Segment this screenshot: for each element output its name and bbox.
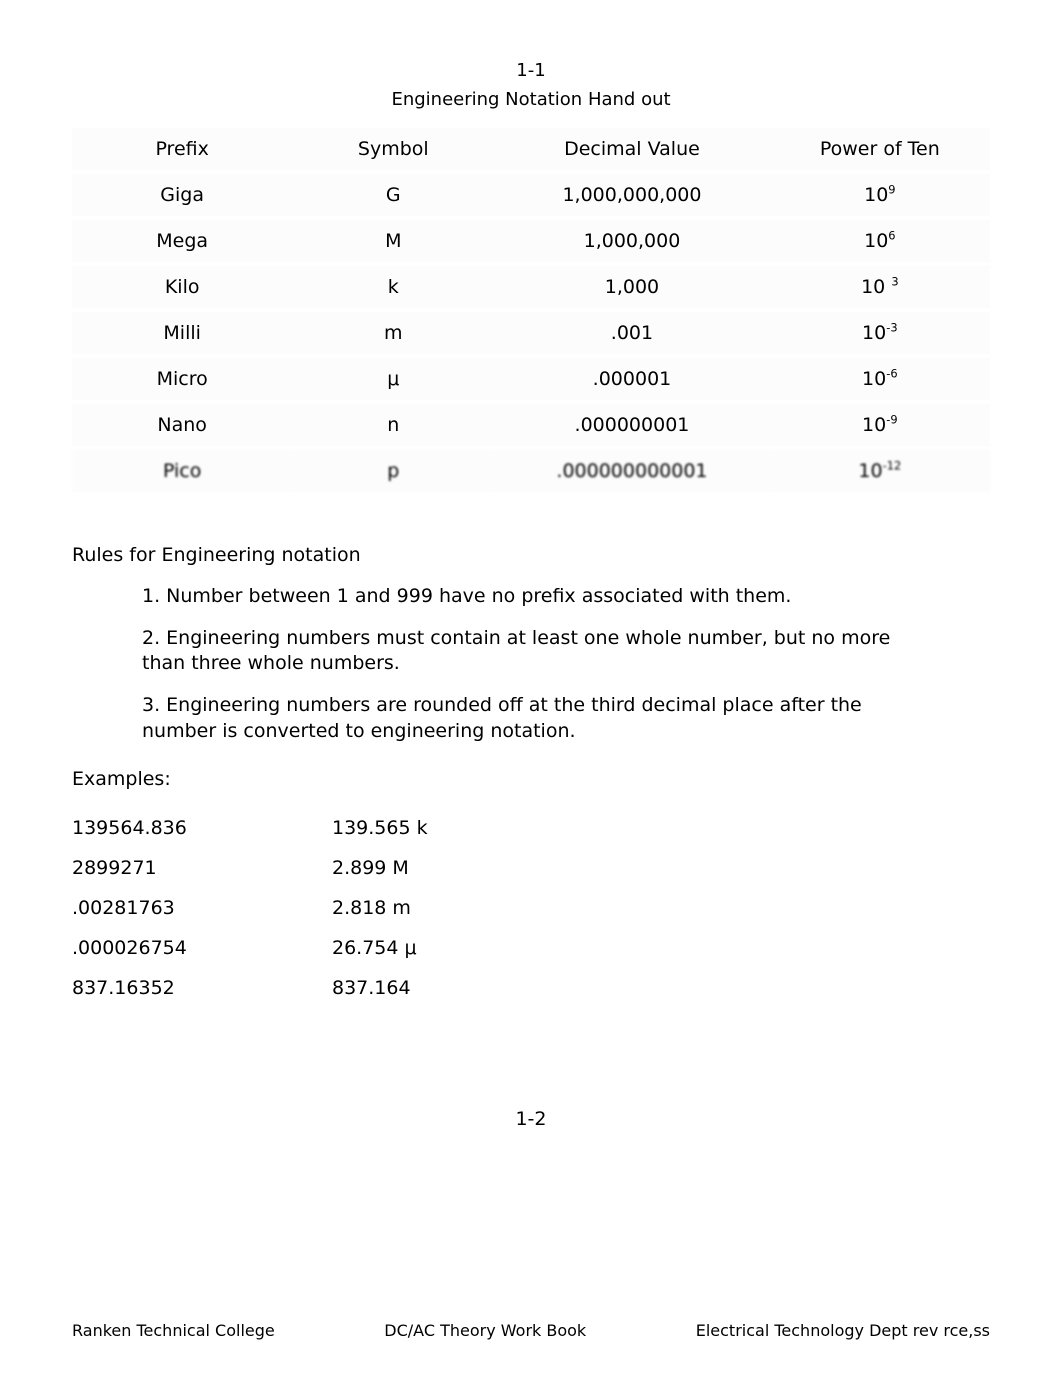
cell-decimal: .001: [494, 312, 769, 358]
table-row: Micro μ .000001 10-6: [72, 358, 990, 404]
table-row: Kilo k 1,000 10 3: [72, 266, 990, 312]
cell-prefix: Kilo: [72, 266, 292, 312]
cell-symbol: m: [292, 312, 494, 358]
cell-prefix: Milli: [72, 312, 292, 358]
table-row: Giga G 1,000,000,000 109: [72, 174, 990, 220]
header-symbol: Symbol: [292, 128, 494, 174]
examples-table: 139564.836 139.565 k 2899271 2.899 M .00…: [72, 808, 552, 1008]
cell-power: 10-6: [770, 358, 990, 404]
table-header-row: Prefix Symbol Decimal Value Power of Ten: [72, 128, 990, 174]
header-power: Power of Ten: [770, 128, 990, 174]
cell-power: 10 3: [770, 266, 990, 312]
example-row: 139564.836 139.565 k: [72, 808, 552, 848]
rules-heading: Rules for Engineering notation: [72, 544, 990, 566]
example-row: .000026754 26.754 μ: [72, 928, 552, 968]
example-eng: 2.818 m: [332, 888, 552, 928]
example-eng: 26.754 μ: [332, 928, 552, 968]
cell-decimal: 1,000: [494, 266, 769, 312]
example-eng: 2.899 M: [332, 848, 552, 888]
prefix-table: Prefix Symbol Decimal Value Power of Ten…: [72, 128, 990, 496]
example-raw: 2899271: [72, 848, 332, 888]
footer-right: Electrical Technology Dept rev rce,ss: [696, 1321, 990, 1340]
cell-power: 10-12: [770, 450, 990, 496]
example-raw: .000026754: [72, 928, 332, 968]
rule-item: 1. Number between 1 and 999 have no pref…: [142, 584, 922, 610]
cell-decimal: .000000000001: [494, 450, 769, 496]
example-row: .00281763 2.818 m: [72, 888, 552, 928]
example-row: 837.16352 837.164: [72, 968, 552, 1008]
cell-power: 109: [770, 174, 990, 220]
cell-symbol: p: [292, 450, 494, 496]
table-row: Milli m .001 10-3: [72, 312, 990, 358]
example-eng: 837.164: [332, 968, 552, 1008]
cell-symbol: n: [292, 404, 494, 450]
cell-decimal: .000001: [494, 358, 769, 404]
cell-prefix: Pico: [72, 450, 292, 496]
cell-power: 10-9: [770, 404, 990, 450]
cell-symbol: M: [292, 220, 494, 266]
cell-decimal: 1,000,000,000: [494, 174, 769, 220]
page-number-bottom: 1-2: [72, 1108, 990, 1130]
table-row: Nano n .000000001 10-9: [72, 404, 990, 450]
cell-symbol: μ: [292, 358, 494, 404]
rule-item: 3. Engineering numbers are rounded off a…: [142, 693, 922, 744]
example-eng: 139.565 k: [332, 808, 552, 848]
example-raw: 837.16352: [72, 968, 332, 1008]
header-decimal: Decimal Value: [494, 128, 769, 174]
cell-symbol: k: [292, 266, 494, 312]
examples-heading: Examples:: [72, 768, 990, 790]
rules-list: 1. Number between 1 and 999 have no pref…: [142, 584, 990, 744]
example-raw: .00281763: [72, 888, 332, 928]
example-row: 2899271 2.899 M: [72, 848, 552, 888]
cell-prefix: Micro: [72, 358, 292, 404]
cell-decimal: 1,000,000: [494, 220, 769, 266]
cell-prefix: Nano: [72, 404, 292, 450]
table-row: Mega M 1,000,000 106: [72, 220, 990, 266]
page-footer: Ranken Technical College DC/AC Theory Wo…: [72, 1321, 990, 1340]
page-title: Engineering Notation Hand out: [72, 89, 990, 110]
footer-left: Ranken Technical College: [72, 1321, 275, 1340]
example-raw: 139564.836: [72, 808, 332, 848]
table-row: Pico p .000000000001 10-12: [72, 450, 990, 496]
rule-item: 2. Engineering numbers must contain at l…: [142, 626, 922, 677]
header-prefix: Prefix: [72, 128, 292, 174]
cell-symbol: G: [292, 174, 494, 220]
page-number-top: 1-1: [72, 60, 990, 81]
cell-decimal: .000000001: [494, 404, 769, 450]
cell-prefix: Mega: [72, 220, 292, 266]
footer-center: DC/AC Theory Work Book: [384, 1321, 586, 1340]
cell-power: 106: [770, 220, 990, 266]
cell-prefix: Giga: [72, 174, 292, 220]
cell-power: 10-3: [770, 312, 990, 358]
